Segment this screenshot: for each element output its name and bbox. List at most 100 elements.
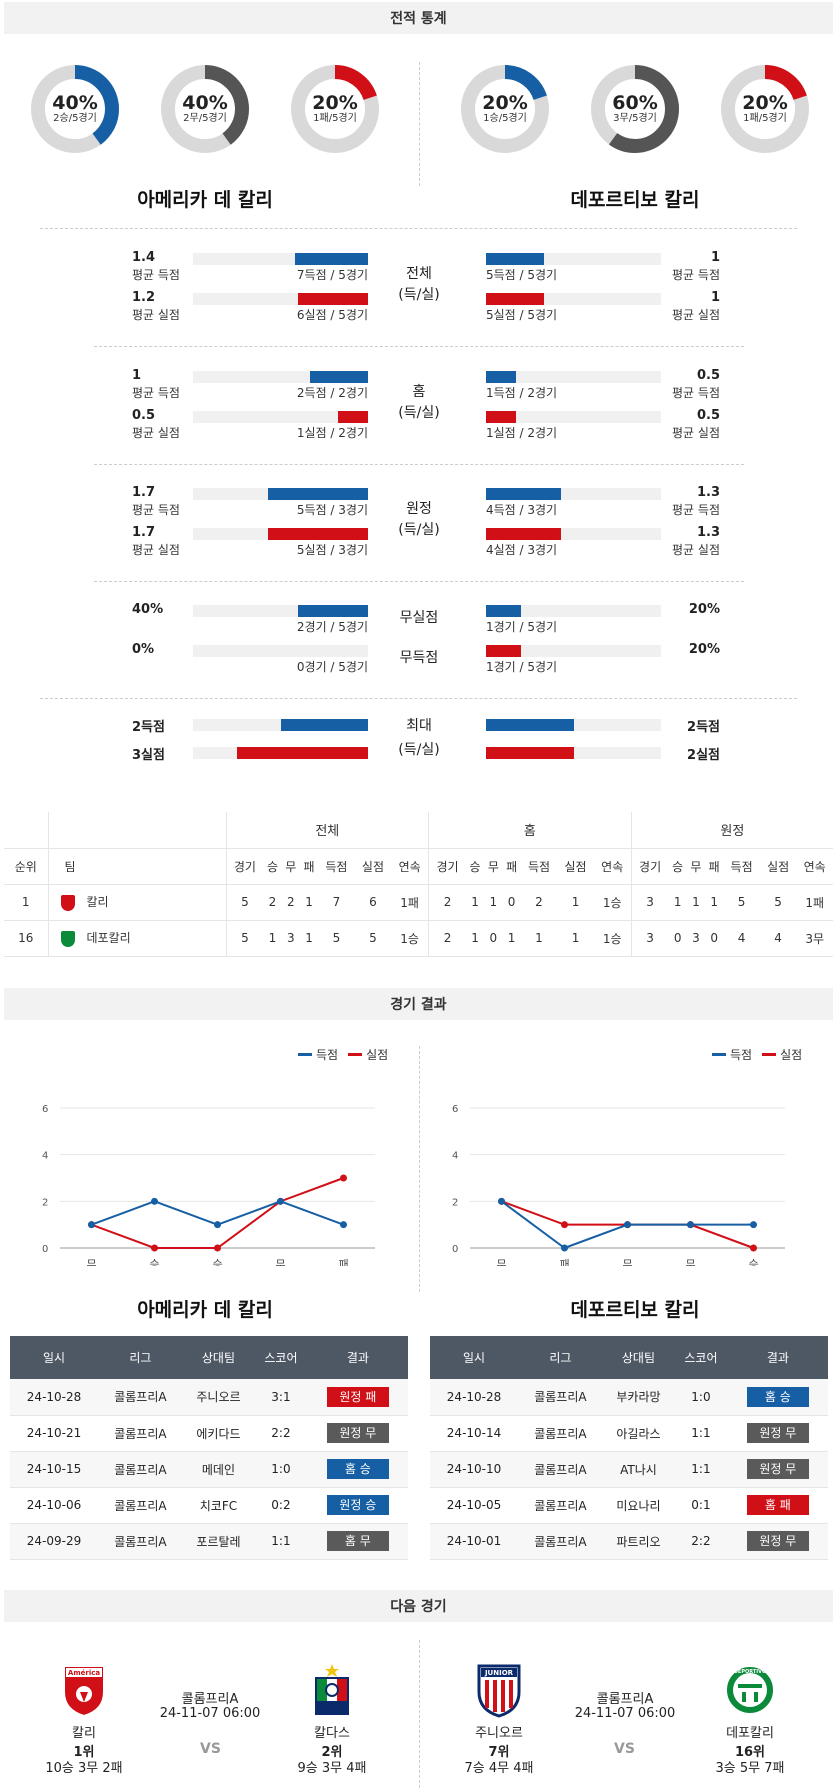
results-league: 콜롬프리A: [518, 1487, 603, 1524]
next1-home-rank: 1위: [73, 1745, 95, 1760]
standings-row[interactable]: 16 데포칼리 5 1 3 1 5 5 1승 2 1 0 1 1 1 1승 3 0 3 0 4 4 3무: [4, 920, 833, 956]
standings-cell: 1: [471, 931, 479, 945]
standings-column-header: 승: [469, 859, 481, 874]
donut-caption: 2승/5경기: [53, 113, 97, 124]
results-row[interactable]: 24-10-14 콜롬프리A 아길라스 1:1 원정 무: [430, 1415, 828, 1452]
standings-row[interactable]: 1 칼리 5 2 2 1 7 6 1패 2 1 1 0 2 1 1승 3 1 1 1 5 5 1패: [4, 884, 833, 920]
next-section-header: 다음 경기: [4, 1590, 833, 1622]
america-crest-icon: América: [58, 1662, 110, 1718]
donut-percent: 40%: [52, 92, 98, 114]
standings-column-header: 실점: [564, 859, 587, 874]
results-opponent: 아길라스: [602, 1415, 675, 1452]
results-row[interactable]: 24-10-28 콜롬프리A 주니오르 3:1 원정 패: [10, 1379, 408, 1416]
results-opponent: 미요나리: [602, 1487, 675, 1524]
results-opponent: 치코FC: [182, 1487, 255, 1524]
standings-cell: 1패: [391, 884, 430, 920]
donut-caption: 1승/5경기: [483, 113, 527, 124]
junior-crest-icon: JUNIOR: [474, 1662, 524, 1718]
right-max-value: 2득점: [687, 720, 720, 735]
legend-concede-label: 실점: [366, 1048, 389, 1062]
left-stat-bar-fill: [294, 253, 368, 265]
standings-cell: 5: [737, 895, 746, 909]
left-stat-label: 평균 득점: [132, 268, 180, 282]
results-row[interactable]: 24-10-05 콜롬프리A 미요나리 0:1 홈 패: [430, 1487, 828, 1524]
results-league: 콜롬프리A: [98, 1415, 183, 1452]
left-stat-label: 평균 득점: [132, 386, 180, 400]
next2-home-rank: 7위: [488, 1745, 510, 1760]
standings-column-header: 득점: [527, 859, 551, 874]
results-score: 1:0: [674, 1379, 728, 1416]
standings-cell: 3: [692, 931, 700, 945]
right-stat-caption: 1득점 / 2경기: [486, 386, 558, 400]
standings-column-header: 무: [487, 859, 499, 874]
standings-cell: 1: [489, 895, 498, 909]
results-league: 콜롬프리A: [518, 1451, 603, 1488]
next1-home-name[interactable]: 칼리: [72, 1726, 96, 1741]
right-stat-bar-fill: [486, 411, 516, 423]
standings-table: 전체 홈 원정 순위 팀 경기 승 무 패 득점 실점 연속 경기 승 무 패 득점 실점 연속 경기 승 무 패 득점…: [4, 812, 833, 957]
left-stat-caption: 7득점 / 5경기: [296, 268, 368, 282]
no-score-label: 무득점: [399, 650, 439, 666]
right-stat-bar-track: [486, 411, 661, 423]
results-date: 24-10-06: [10, 1487, 99, 1524]
standings-column-header: 실점: [767, 859, 790, 874]
standings-cell: 5: [332, 931, 341, 945]
right-stat-bar-fill: [486, 371, 516, 383]
standings-cell: 2: [443, 895, 452, 909]
america-crest-icon: [60, 894, 75, 911]
standings-cell: 5: [369, 931, 377, 945]
results-league: 콜롬프리A: [98, 1379, 183, 1416]
standings-team-cell[interactable]: 칼리: [47, 884, 227, 920]
left-max-value: 3실점: [132, 748, 165, 763]
standings-column-header: 경기: [639, 859, 662, 874]
donut-caption: 2무/5경기: [183, 113, 227, 124]
left-stat-value: 1.2: [132, 290, 156, 305]
next1-away-rank: 2위: [321, 1745, 343, 1760]
next1-away-name[interactable]: 칼다스: [314, 1726, 350, 1741]
result-badge: 홈 승: [746, 1386, 809, 1407]
results-row[interactable]: 24-10-28 콜롬프리A 부카라망 1:0 홈 승: [430, 1379, 828, 1416]
results-row[interactable]: 24-09-29 콜롬프리A 포르탈레 1:1 홈 무: [10, 1523, 408, 1560]
donut-percent: 20%: [312, 92, 358, 114]
donut-arc: [291, 65, 379, 153]
results-row[interactable]: 24-10-06 콜롬프리A 치코FC 0:2 원정 승: [10, 1487, 408, 1524]
results-column-header: 리그: [98, 1336, 183, 1379]
results-row[interactable]: 24-10-10 콜롬프리A AT나시 1:1 원정 무: [430, 1451, 828, 1488]
right-stat-label: 평균 득점: [672, 503, 720, 517]
left-max-bar-track: [193, 747, 368, 759]
series-point: [750, 1244, 757, 1252]
results-score: 1:1: [674, 1415, 728, 1452]
donut-chart: 60% 3무/5경기: [588, 62, 682, 156]
left-stat-bar-fill: [268, 528, 368, 540]
standings-cell: 1: [673, 895, 682, 909]
results-date: 24-10-14: [430, 1415, 519, 1452]
left-stat-bar-track: [193, 605, 368, 617]
left-stat-bar-track: [193, 371, 368, 383]
left-stat-bar-fill: [310, 371, 368, 383]
standings-cell: 1패: [805, 895, 825, 910]
legend-score-swatch: [298, 1053, 312, 1056]
standings-team-cell[interactable]: 데포칼리: [47, 920, 227, 956]
next2-home-name[interactable]: 주니오르: [475, 1726, 523, 1741]
divider: [94, 581, 744, 582]
series-point: [340, 1221, 347, 1229]
series-point: [277, 1197, 284, 1205]
max-sublabel: (득/실): [398, 742, 440, 758]
right-stat-bar-fill: [486, 645, 521, 657]
right-stat-value: 0.5: [696, 408, 720, 423]
standings-column-header: 패: [506, 859, 518, 874]
results-row[interactable]: 24-10-01 콜롬프리A 파트리오 2:2 원정 무: [430, 1523, 828, 1560]
results-row[interactable]: 24-10-15 콜롬프리A 메데인 1:0 홈 승: [10, 1451, 408, 1488]
left-stat-caption: 6실점 / 5경기: [296, 308, 368, 322]
results-row[interactable]: 24-10-21 콜롬프리A 에키다드 2:2 원정 무: [10, 1415, 408, 1452]
next2-away-name[interactable]: 데포칼리: [726, 1726, 774, 1741]
left-stat-label: 평균 실점: [132, 308, 180, 322]
result-badge: 원정 패: [326, 1386, 389, 1407]
results-outcome-cell: 홈 승: [727, 1379, 828, 1416]
standings-cell: 1승: [593, 884, 632, 920]
right-stat-value: 20%: [688, 642, 720, 657]
right-stat-label: 평균 실점: [672, 543, 720, 557]
home-results-title: 아메리카 데 칼리: [137, 1299, 273, 1321]
left-stat-bar-track: [193, 528, 368, 540]
left-stat-bar-track: [193, 645, 368, 657]
